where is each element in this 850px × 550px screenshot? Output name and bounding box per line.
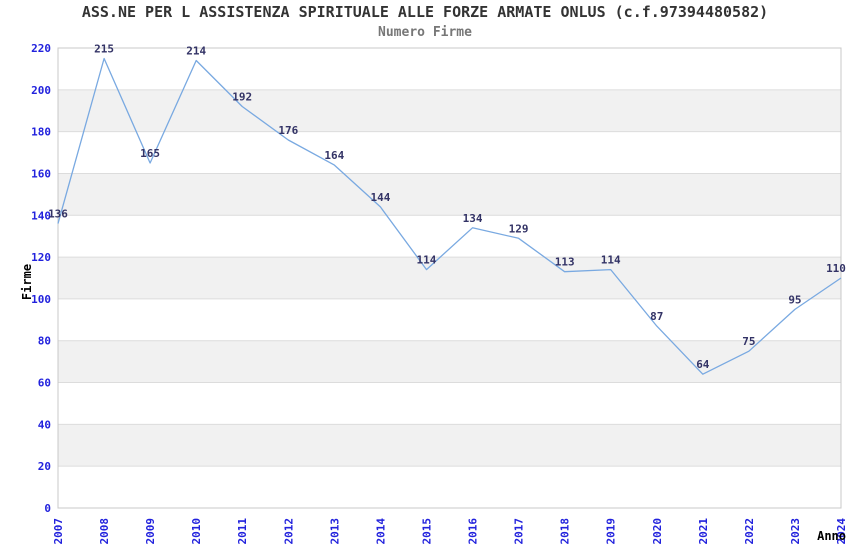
x-tick-label: 2017 [513, 518, 526, 545]
x-axis-tick-labels: 2007 2008 2009 2010 2011 2012 2013 2014 2015 2016… [52, 518, 848, 545]
x-tick-label: 2015 [420, 518, 433, 545]
line-series [57, 57, 842, 375]
y-tick-label: 180 [31, 126, 51, 139]
y-tick-label: 80 [38, 335, 51, 348]
x-tick-label: 2011 [236, 518, 249, 545]
y-tick-label: 160 [31, 167, 51, 180]
band [58, 257, 841, 299]
y-tick-label: 0 [44, 502, 51, 515]
gridlines [58, 89, 841, 467]
band [58, 173, 841, 216]
data-point-label: 114 [417, 254, 437, 267]
y-axis-title: Firme [20, 264, 34, 300]
x-tick-label: 2020 [651, 518, 664, 545]
data-point-label: 165 [140, 147, 160, 160]
chart-subtitle: Numero Firme [378, 25, 472, 40]
y-tick-label: 60 [38, 377, 51, 390]
x-tick-label: 2018 [559, 518, 572, 545]
data-point-label: 75 [742, 335, 755, 348]
band [58, 340, 841, 383]
x-tick-label: 2010 [190, 518, 203, 545]
y-tick-label: 220 [31, 42, 51, 55]
data-point-label: 114 [601, 254, 621, 267]
x-tick-label: 2012 [282, 518, 295, 545]
band [58, 424, 841, 467]
data-point-label: 64 [696, 358, 710, 371]
y-tick-label: 200 [31, 84, 51, 97]
y-tick-label: 40 [38, 418, 51, 431]
data-point-label: 87 [650, 310, 663, 323]
y-axis-tick-labels: 0 20 40 60 80 100 120 140 160 180 200 220 [31, 42, 51, 515]
chart-title: ASS.NE PER L ASSISTENZA SPIRITUALE ALLE … [81, 3, 769, 21]
alternating-bands [58, 89, 841, 467]
data-point-label: 136 [48, 208, 68, 221]
data-point-label: 129 [509, 222, 529, 235]
y-tick-label: 120 [31, 251, 51, 264]
data-point-label: 110 [826, 262, 846, 275]
x-axis-title: Anno [817, 529, 846, 543]
y-tick-label: 140 [31, 209, 51, 222]
data-point-label: 134 [463, 212, 483, 225]
data-point-label: 215 [94, 42, 114, 55]
x-tick-label: 2023 [789, 518, 802, 545]
x-tick-label: 2022 [743, 518, 756, 545]
x-tick-label: 2008 [98, 518, 111, 545]
data-point-label: 176 [278, 124, 298, 137]
x-tick-label: 2014 [374, 518, 387, 545]
data-point-label: 214 [186, 45, 206, 58]
y-tick-label: 20 [38, 460, 51, 473]
band [58, 89, 841, 132]
data-point-label: 192 [232, 91, 252, 104]
y-tick-label: 100 [31, 293, 51, 306]
data-point-label: 95 [788, 293, 801, 306]
x-tick-label: 2013 [328, 518, 341, 545]
x-tick-label: 2007 [52, 518, 65, 545]
data-point-label: 113 [555, 256, 575, 269]
x-tick-label: 2021 [697, 518, 710, 545]
x-tick-label: 2019 [605, 518, 618, 545]
data-point-label: 164 [324, 149, 344, 162]
data-point-label: 144 [370, 191, 390, 204]
x-tick-label: 2016 [467, 518, 480, 545]
data-point-labels: 136 215 165 214 192 176 164 144 114 134 129 113 114 8… [48, 42, 846, 371]
x-tick-label: 2024 [835, 518, 848, 545]
x-tick-label: 2009 [144, 518, 157, 545]
